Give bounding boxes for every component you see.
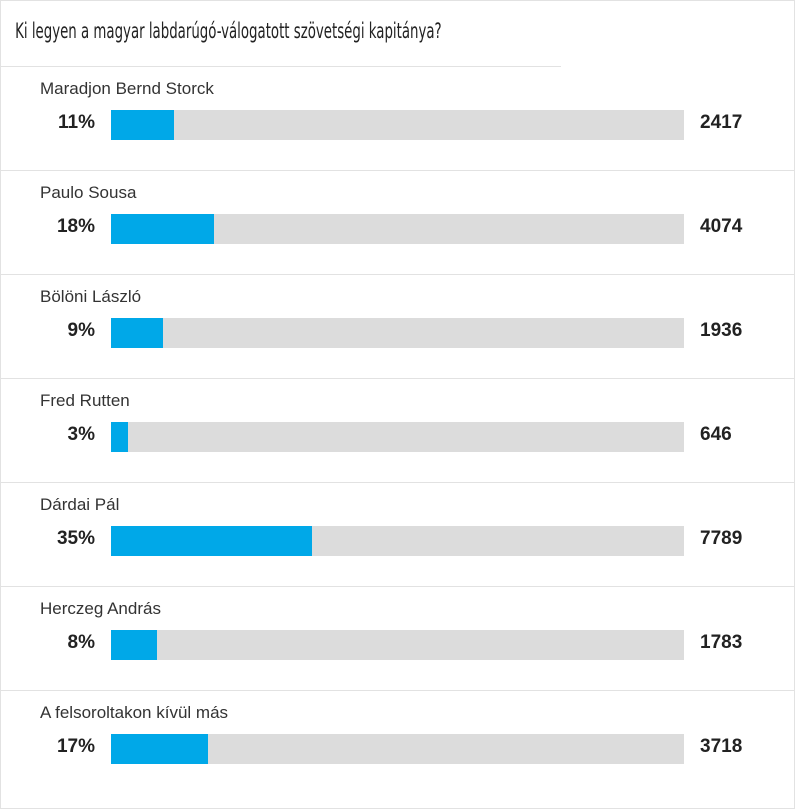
poll-option[interactable]: Maradjon Bernd Storck 11% 2417 <box>1 67 794 171</box>
option-label: Dárdai Pál <box>40 495 120 514</box>
option-vote-count: 646 <box>700 424 732 445</box>
option-label: Herczeg András <box>40 599 161 618</box>
poll-option[interactable]: Herczeg András 8% 1783 <box>1 587 794 691</box>
option-vote-count: 4074 <box>700 216 743 237</box>
option-percent: 8% <box>67 632 95 653</box>
result-bar-track <box>111 422 684 452</box>
result-bar-fill <box>111 526 312 556</box>
option-vote-count: 1783 <box>700 632 743 653</box>
option-percent: 35% <box>56 528 95 549</box>
result-bar-fill <box>111 110 175 140</box>
result-bar-fill <box>111 318 163 348</box>
option-vote-count: 7789 <box>700 528 743 549</box>
option-vote-count: 3718 <box>700 736 743 757</box>
result-bar-track <box>111 526 684 556</box>
poll-option[interactable]: Fred Rutten 3% 646 <box>1 379 794 483</box>
poll-options: Maradjon Bernd Storck 11% 2417 Paulo Sousa 1… <box>1 67 794 794</box>
result-bar-fill <box>111 422 129 452</box>
option-label: Paulo Sousa <box>40 183 137 202</box>
option-vote-count: 1936 <box>700 320 743 341</box>
option-label: Maradjon Bernd Storck <box>40 79 214 98</box>
option-percent: 17% <box>56 736 95 757</box>
poll-option[interactable]: A felsoroltakon kívül más 17% 3718 <box>1 691 794 794</box>
option-percent: 9% <box>67 320 95 341</box>
result-bar-track <box>111 318 684 348</box>
poll-option[interactable]: Paulo Sousa 18% 4074 <box>1 171 794 275</box>
poll-question: Ki legyen a magyar labdarúgó-válogatott … <box>1 1 561 67</box>
result-bar-fill <box>111 734 209 764</box>
option-percent: 11% <box>58 112 95 133</box>
option-vote-count: 2417 <box>700 112 743 133</box>
option-label: Bölöni László <box>40 287 142 306</box>
result-bar-fill <box>111 214 215 244</box>
result-bar-track <box>111 630 684 660</box>
result-bar-track <box>111 214 684 244</box>
poll-option[interactable]: Bölöni László 9% 1936 <box>1 275 794 379</box>
option-label: Fred Rutten <box>40 391 130 410</box>
result-bar-track <box>111 110 684 140</box>
option-percent: 18% <box>56 216 95 237</box>
option-percent: 3% <box>67 424 95 445</box>
poll-option[interactable]: Dárdai Pál 35% 7789 <box>1 483 794 587</box>
result-bar-track <box>111 734 684 764</box>
result-bar-fill <box>111 630 157 660</box>
option-label: A felsoroltakon kívül más <box>40 703 229 722</box>
